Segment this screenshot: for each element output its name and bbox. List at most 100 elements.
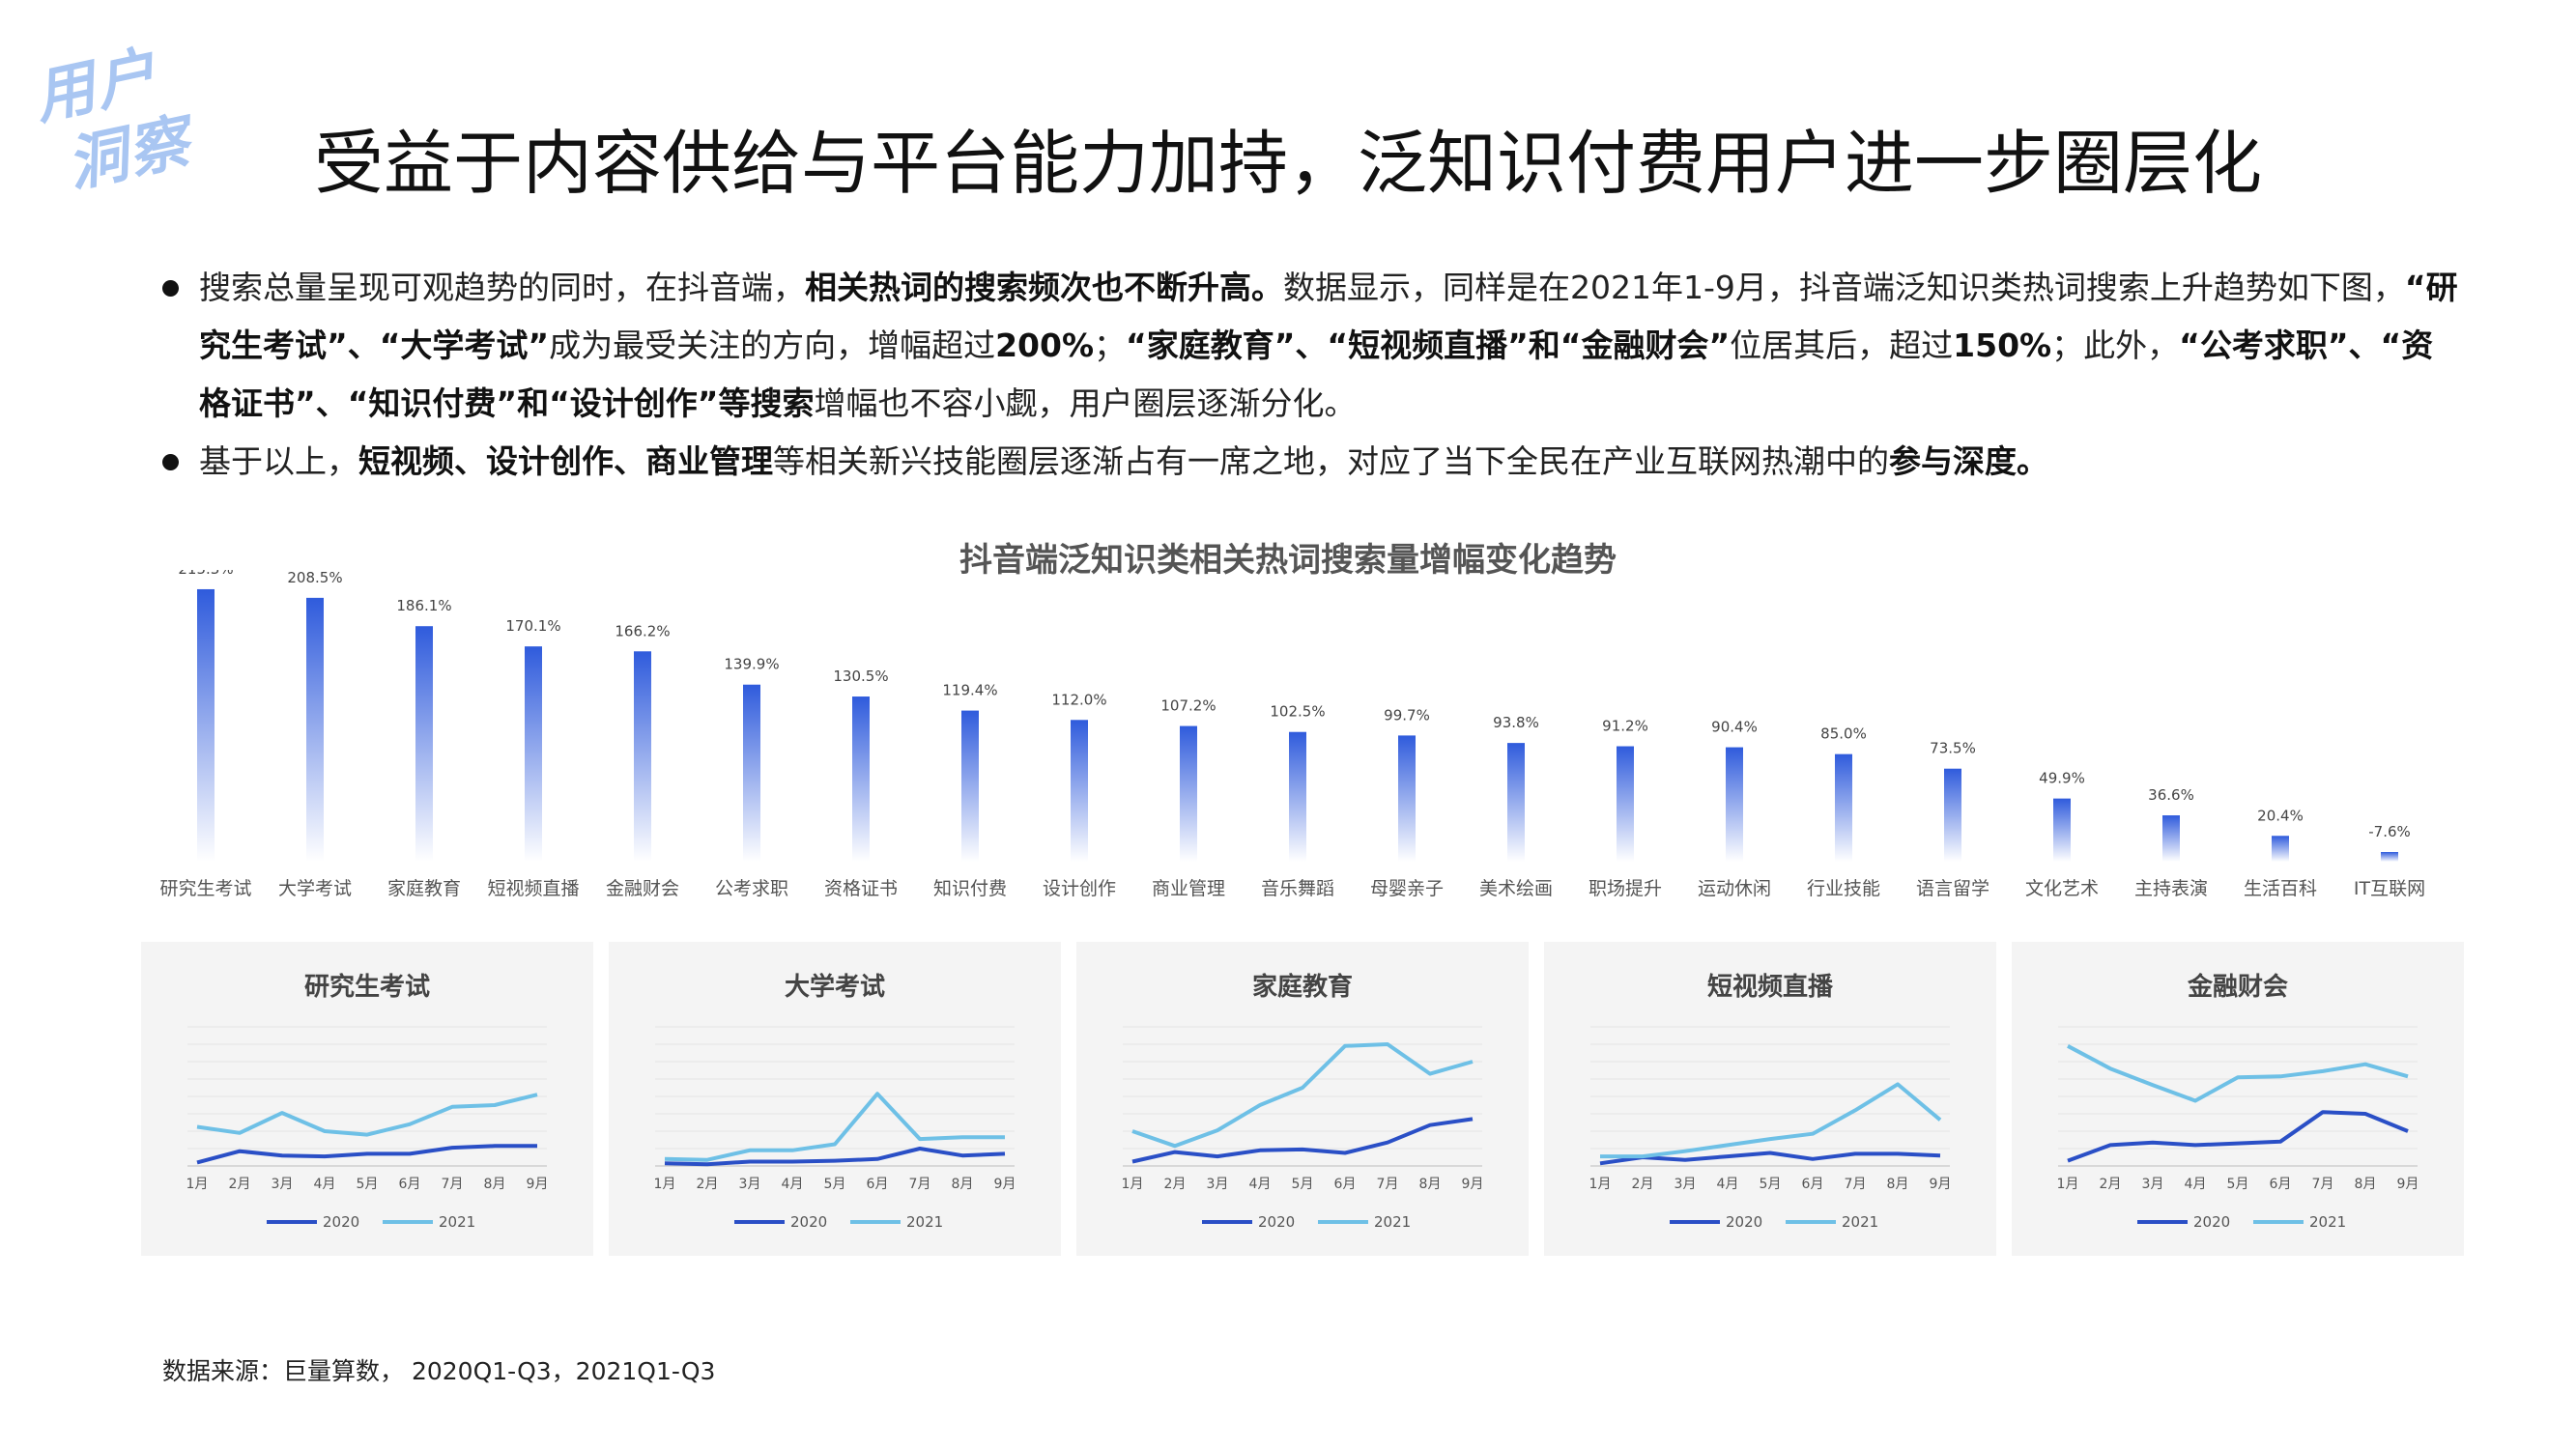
month-tick-label: 7月 [442, 1177, 464, 1192]
bar [2162, 815, 2180, 862]
bar [1398, 735, 1416, 862]
month-tick-label: 4月 [1717, 1177, 1739, 1192]
bar [1835, 753, 1852, 862]
bullet-list: 搜索总量呈现可观趋势的同时，在抖音端，相关热词的搜索频次也不断升高。数据显示，同… [162, 259, 2462, 491]
category-label: 语言留学 [1916, 878, 1989, 899]
series-line-2020 [1131, 1117, 1474, 1164]
series-line-2020 [196, 1144, 537, 1165]
bar [1180, 725, 1197, 862]
panel-title: 短视频直播 [1706, 973, 1833, 1002]
line-chart-svg: 1月 2月 3月 4月 5月 6月 7月 8月 9月 2020 2021 [654, 1026, 1016, 1231]
bar [852, 696, 870, 862]
bullet-bold-text: 相关热词的搜索频次也不断升高。 [805, 269, 1283, 306]
bar-value-label: 99.7% [1384, 706, 1430, 724]
month-tick-label: 9月 [2397, 1177, 2419, 1192]
category-label: 资格证书 [824, 878, 898, 899]
month-tick-label: 1月 [2057, 1177, 2079, 1192]
month-tick-label: 9月 [1930, 1177, 1952, 1192]
trend-panel-1: 研究生考试 1月 2月 3月 4月 5月 6月 7月 8月 9月 2020 2021 [141, 942, 593, 1256]
bar [1617, 746, 1634, 862]
bar-value-label: 73.5% [1930, 740, 1976, 757]
line-chart-svg: 1月 2月 3月 4月 5月 6月 7月 8月 9月 2020 2021 [186, 1026, 548, 1231]
bar-value-label: 93.8% [1493, 714, 1539, 731]
bullet-plain-text: 基于以上， [199, 442, 358, 480]
month-tick-label: 1月 [186, 1177, 209, 1192]
bar [1289, 731, 1306, 862]
bar-value-label: 112.0% [1051, 691, 1106, 708]
legend-label: 2020 [1726, 1213, 1762, 1231]
category-label: 美术绘画 [1479, 878, 1553, 899]
month-tick-label: 3月 [1674, 1177, 1697, 1192]
bar [2381, 852, 2398, 862]
category-label: 运动休闲 [1698, 878, 1771, 899]
category-label: 研究生考试 [159, 878, 251, 899]
category-label: 生活百科 [2244, 878, 2317, 899]
category-label: 商业管理 [1152, 878, 1225, 899]
bar [525, 646, 542, 862]
month-tick-label: 8月 [1419, 1177, 1442, 1192]
category-label: IT互联网 [2354, 878, 2425, 899]
trend-panel-3: 家庭教育 1月 2月 3月 4月 5月 6月 7月 8月 9月 2020 2021 [1076, 942, 1529, 1256]
legend-label: 2020 [323, 1213, 359, 1231]
month-tick-label: 5月 [357, 1177, 379, 1192]
month-tick-label: 4月 [1249, 1177, 1272, 1192]
month-tick-label: 1月 [1122, 1177, 1144, 1192]
month-tick-label: 6月 [399, 1177, 421, 1192]
bar [743, 684, 760, 862]
panel-title: 家庭教育 [1251, 973, 1353, 1002]
month-tick-label: 7月 [2312, 1177, 2334, 1192]
category-label: 公考求职 [715, 878, 788, 899]
bar-value-label: 107.2% [1160, 697, 1216, 715]
legend-label: 2020 [1258, 1213, 1295, 1231]
bullet-item-2: 基于以上，短视频、设计创作、商业管理等相关新兴技能圈层逐渐占有一席之地，对应了当… [162, 433, 2462, 491]
month-tick-label: 5月 [1292, 1177, 1314, 1192]
bar-value-label: 215.3% [178, 570, 233, 578]
panel-title: 研究生考试 [303, 973, 430, 1002]
bar-value-label: 102.5% [1270, 703, 1325, 721]
trend-panel-5: 金融财会 1月 2月 3月 4月 5月 6月 7月 8月 9月 2020 2021 [2012, 942, 2464, 1256]
month-tick-label: 2月 [1632, 1177, 1654, 1192]
trend-panel-4: 短视频直播 1月 2月 3月 4月 5月 6月 7月 8月 9月 2020 2021 [1544, 942, 1996, 1256]
bullet-plain-text: ； [1094, 327, 1127, 364]
category-label: 行业技能 [1807, 878, 1880, 899]
legend-label: 2021 [906, 1213, 943, 1231]
bar-value-label: 186.1% [396, 597, 451, 614]
series-line-2021 [2067, 1044, 2409, 1103]
legend-label: 2020 [2193, 1213, 2230, 1231]
month-tick-label: 1月 [1589, 1177, 1612, 1192]
bar-value-label: 208.5% [287, 570, 342, 586]
month-tick-label: 4月 [782, 1177, 804, 1192]
bar [961, 710, 979, 862]
bar-value-label: 170.1% [505, 617, 560, 635]
month-tick-label: 6月 [2270, 1177, 2292, 1192]
month-tick-label: 6月 [1334, 1177, 1357, 1192]
bullet-plain-text: 数据显示，同样是在2021年1-9月，抖音端泛知识类热词搜索上升趋势如下图， [1283, 269, 2405, 306]
bar [1726, 747, 1743, 862]
month-tick-label: 6月 [1802, 1177, 1824, 1192]
bullet-item-1: 搜索总量呈现可观趋势的同时，在抖音端，相关热词的搜索频次也不断升高。数据显示，同… [162, 259, 2462, 433]
month-tick-label: 2月 [697, 1177, 719, 1192]
bullet-bold-text: 150% [1953, 327, 2052, 364]
series-line-2021 [1131, 1042, 1474, 1149]
bar-value-label: -7.6% [2368, 823, 2411, 840]
bar [306, 597, 324, 862]
series-line-2020 [1599, 1151, 1941, 1166]
bullet-bold-text: “研究生考试”、“大学考试” [199, 269, 2458, 364]
legend-label: 2021 [2309, 1213, 2346, 1231]
month-tick-label: 7月 [1377, 1177, 1399, 1192]
line-chart-svg: 1月 2月 3月 4月 5月 6月 7月 8月 9月 2020 2021 [1122, 1026, 1484, 1231]
month-tick-label: 3月 [739, 1177, 761, 1192]
month-tick-label: 9月 [1462, 1177, 1484, 1192]
month-tick-label: 7月 [1845, 1177, 1867, 1192]
month-tick-label: 3月 [1207, 1177, 1229, 1192]
category-label: 短视频直播 [487, 878, 579, 899]
month-tick-label: 4月 [2185, 1177, 2207, 1192]
bar [1944, 768, 1961, 862]
month-tick-label: 1月 [654, 1177, 676, 1192]
month-tick-label: 8月 [2355, 1177, 2377, 1192]
series-line-2020 [2067, 1110, 2409, 1163]
bullet-plain-text: 位居其后，超过 [1730, 327, 1954, 364]
bullet-text: 搜索总量呈现可观趋势的同时，在抖音端，相关热词的搜索频次也不断升高。数据显示，同… [199, 269, 2458, 422]
bar-value-label: 130.5% [833, 668, 888, 685]
bar-value-label: 20.4% [2257, 807, 2304, 824]
